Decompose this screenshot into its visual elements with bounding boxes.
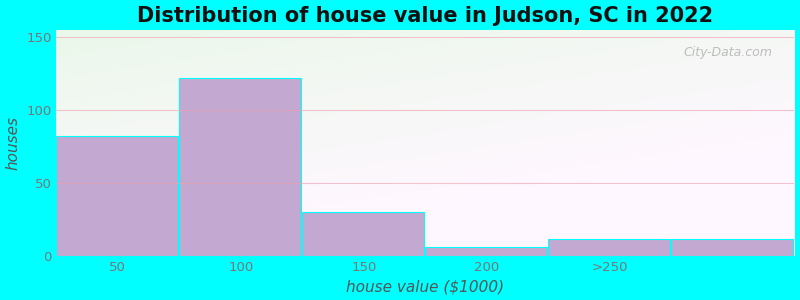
Bar <box>671 238 794 256</box>
Bar <box>179 78 301 256</box>
Bar <box>426 247 547 256</box>
Y-axis label: houses: houses <box>6 116 21 170</box>
X-axis label: house value ($1000): house value ($1000) <box>346 279 505 294</box>
Title: Distribution of house value in Judson, SC in 2022: Distribution of house value in Judson, S… <box>138 6 714 26</box>
Bar <box>549 238 670 256</box>
Text: City-Data.com: City-Data.com <box>683 46 772 59</box>
Bar <box>302 212 424 256</box>
Bar <box>56 136 178 256</box>
